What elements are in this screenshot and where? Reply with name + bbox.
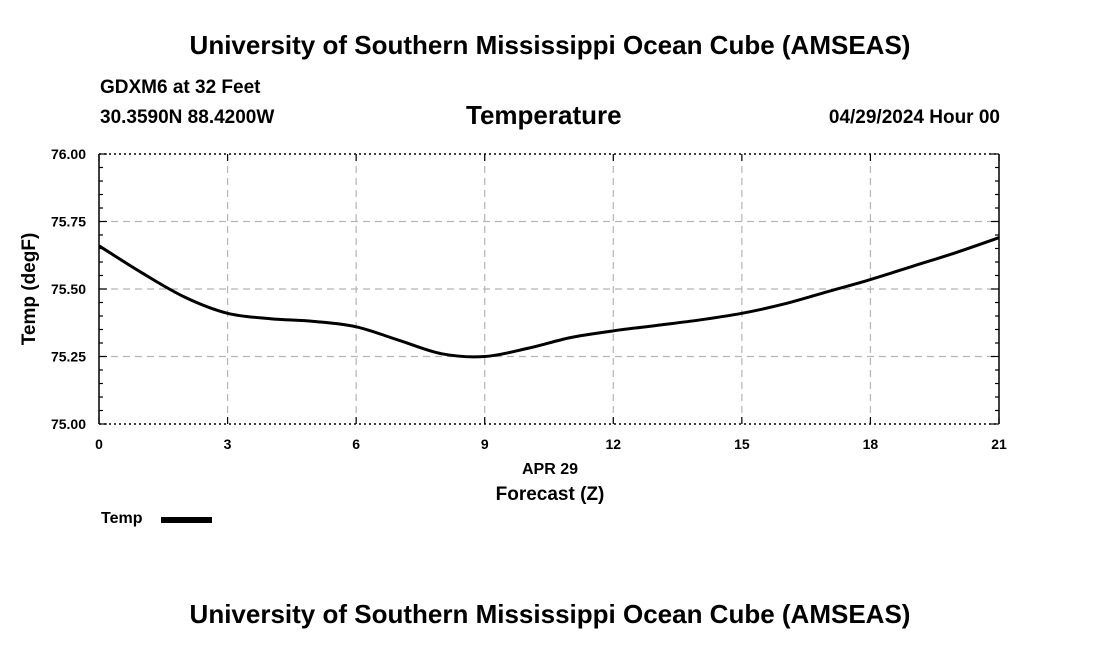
y-axis-label: Temp (degF)	[19, 233, 40, 346]
legend-temp-swatch	[161, 517, 212, 523]
x-tick-label: 12	[605, 436, 621, 452]
axis-layer	[98, 153, 1000, 425]
x-tick-label: 0	[95, 436, 103, 452]
grid-layer	[99, 154, 999, 424]
legend-temp-label: Temp	[101, 510, 143, 527]
chart-title: Temperature	[466, 100, 622, 130]
series-line-temp	[98, 236, 1000, 359]
x-tick-label: 3	[224, 436, 232, 452]
x-tick-label: 18	[863, 436, 879, 452]
label-layer: 75.00 75.25 75.50 75.75 76.00 0 3 6 9 12 15 18 21 APR…	[19, 146, 1007, 505]
x-sublabel: APR 29	[522, 461, 578, 478]
x-tick-label: 9	[481, 436, 489, 452]
y-tick-label: 75.50	[51, 281, 86, 297]
y-tick-label: 75.00	[51, 416, 86, 432]
x-tick-label: 21	[991, 436, 1007, 452]
y-tick-label: 76.00	[51, 146, 86, 162]
y-tick-label: 75.25	[51, 349, 86, 365]
x-tick-label: 15	[734, 436, 750, 452]
x-tick-label: 6	[352, 436, 360, 452]
series-layer	[98, 236, 1000, 359]
y-tick-label: 75.75	[51, 214, 86, 230]
station-label: GDXM6 at 32 Feet	[100, 77, 261, 98]
datetime-label: 04/29/2024 Hour 00	[828, 107, 1000, 128]
main-title: University of Southern Mississippi Ocean…	[189, 30, 911, 60]
footer-title: University of Southern Mississippi Ocean…	[189, 599, 911, 629]
coordinates-label: 30.3590N 88.4200W	[100, 107, 275, 128]
x-axis-label: Forecast (Z)	[496, 484, 605, 505]
